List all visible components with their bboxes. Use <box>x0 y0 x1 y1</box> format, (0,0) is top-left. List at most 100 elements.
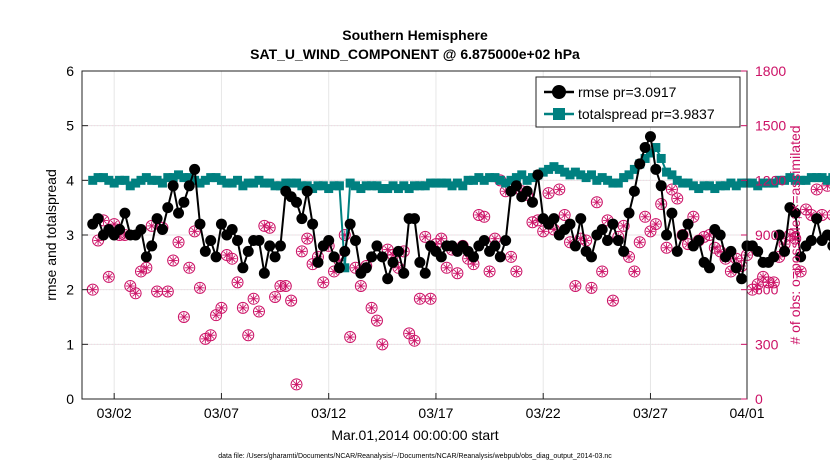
rmse-marker <box>183 180 195 192</box>
obs-possible-marker <box>606 294 619 307</box>
obs-point <box>151 285 164 298</box>
obs-possible-marker <box>301 232 314 245</box>
obs-assimilated-marker <box>368 304 376 312</box>
totalspread-marker <box>227 178 237 188</box>
obs-point <box>183 261 196 274</box>
totalspread-marker <box>308 184 318 194</box>
totalspread-marker <box>345 178 355 188</box>
obs-assimilated-marker <box>512 267 520 275</box>
totalspread-marker <box>522 175 532 185</box>
obs-assimilated-marker <box>604 216 612 224</box>
obs-point <box>794 265 807 278</box>
totalspread-marker <box>747 178 757 188</box>
obs-possible-marker <box>231 276 244 289</box>
obs-point <box>558 208 571 221</box>
rmse-marker <box>779 245 791 257</box>
obs-point <box>188 225 201 238</box>
obs-possible-marker <box>569 280 582 293</box>
totalspread-marker <box>769 178 779 188</box>
obs-point <box>365 301 378 314</box>
obs-point <box>301 232 314 245</box>
obs-possible-marker <box>687 210 700 223</box>
footnote: data file: /Users/gharamti/Documents/NCA… <box>218 453 612 460</box>
rmse-marker <box>312 256 324 268</box>
obs-possible-marker <box>483 265 496 278</box>
rmse-marker <box>173 207 185 219</box>
obs-point <box>370 314 383 327</box>
totalspread-marker <box>710 184 720 194</box>
obs-possible-marker <box>478 210 491 223</box>
totalspread-marker <box>592 175 602 185</box>
totalspread-marker <box>93 173 103 183</box>
obs-possible-marker <box>590 196 603 209</box>
obs-possible-marker <box>542 187 555 200</box>
totalspread-marker <box>351 181 361 191</box>
rmse-marker <box>291 196 303 208</box>
totalspread-marker <box>608 178 618 188</box>
totalspread-marker <box>243 178 253 188</box>
totalspread-marker <box>249 178 259 188</box>
obs-point <box>639 210 652 223</box>
obs-point <box>553 183 566 196</box>
totalspread-marker <box>565 170 575 180</box>
obs-possible-marker <box>344 331 357 344</box>
rmse-marker <box>366 251 378 263</box>
rmse-marker <box>596 224 608 236</box>
rmse-marker <box>135 224 147 236</box>
obs-possible-marker <box>585 281 598 294</box>
legend-box <box>535 76 741 128</box>
totalspread-marker <box>334 181 344 191</box>
obs-assimilated-marker <box>571 282 579 290</box>
rmse-marker <box>768 251 780 263</box>
rmse-marker <box>323 234 335 246</box>
obs-possible-marker <box>660 241 673 254</box>
obs-possible-marker <box>193 281 206 294</box>
totalspread-marker <box>372 181 382 191</box>
rmse-marker <box>607 218 619 230</box>
rmse-marker <box>655 180 667 192</box>
obs-point <box>596 265 609 278</box>
rmse-marker <box>703 262 715 274</box>
x-tick-label: 03/12 <box>311 405 346 421</box>
totalspread-marker <box>517 170 527 180</box>
rmse-marker <box>677 229 689 241</box>
rmse-marker <box>398 267 410 279</box>
obs-point <box>269 290 282 303</box>
obs-assimilated-marker <box>641 213 649 221</box>
totalspread-marker <box>683 178 693 188</box>
totalspread-marker <box>431 178 441 188</box>
rmse-marker <box>296 213 308 225</box>
totalspread-marker <box>286 178 296 188</box>
rmse-marker <box>575 213 587 225</box>
totalspread-marker <box>115 175 125 185</box>
totalspread-marker <box>415 181 425 191</box>
obs-assimilated-marker <box>807 211 815 219</box>
totalspread-marker <box>404 184 414 194</box>
totalspread-marker <box>774 175 784 185</box>
obs-assimilated-marker <box>287 297 295 305</box>
obs-possible-marker <box>628 265 641 278</box>
obs-assimilated-marker <box>673 195 681 203</box>
totalspread-marker <box>506 175 516 185</box>
rmse-marker <box>650 163 662 175</box>
rmse-marker <box>151 213 163 225</box>
obs-possible-marker <box>435 232 448 245</box>
rmse-marker <box>526 196 538 208</box>
totalspread-marker <box>238 181 248 191</box>
rmse-marker <box>382 273 394 285</box>
totalspread-marker <box>570 167 580 177</box>
obs-point <box>483 265 496 278</box>
obs-point <box>440 261 453 274</box>
obs-possible-marker <box>649 218 662 231</box>
rmse-marker <box>639 142 651 154</box>
obs-assimilated-marker <box>609 297 617 305</box>
totalspread-marker <box>806 173 816 183</box>
totalspread-marker <box>678 178 688 188</box>
totalspread-marker <box>629 164 639 174</box>
totalspread-marker <box>790 175 800 185</box>
rmse-marker <box>736 273 748 285</box>
totalspread-marker <box>131 178 141 188</box>
totalspread-marker <box>98 173 108 183</box>
y-tick-label: 6 <box>66 63 74 79</box>
totalspread-marker <box>383 184 393 194</box>
